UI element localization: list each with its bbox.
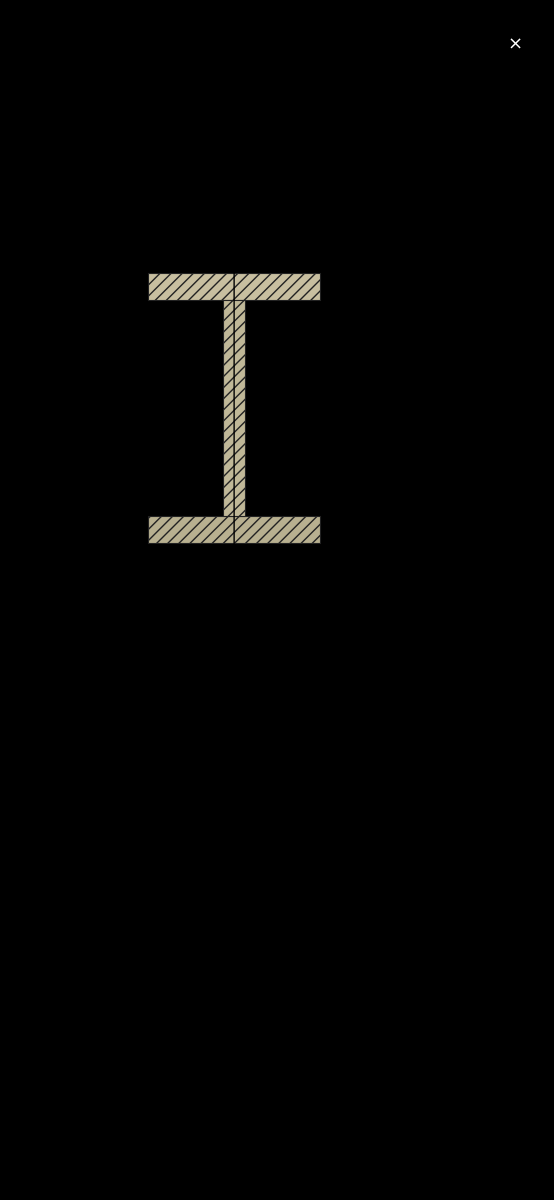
Bar xyxy=(148,516,320,542)
Text: 2.5 mm: 2.5 mm xyxy=(330,524,373,534)
Text: ×: × xyxy=(507,35,523,53)
Text: 25mm: 25mm xyxy=(330,282,366,292)
Bar xyxy=(148,272,320,300)
Text: y: y xyxy=(238,234,247,248)
Text: 9.  Determine the product moment of inertia (Ixy) of the given Wide Flange: 9. Determine the product moment of inert… xyxy=(39,66,554,80)
Text: 200 mm: 200 mm xyxy=(330,403,377,413)
Text: 25 mm: 25 mm xyxy=(214,571,254,581)
Text: section shown in the figure.: section shown in the figure. xyxy=(39,86,261,101)
Bar xyxy=(223,300,245,516)
Text: 200mm: 200mm xyxy=(213,594,255,605)
Text: X: X xyxy=(339,419,348,433)
